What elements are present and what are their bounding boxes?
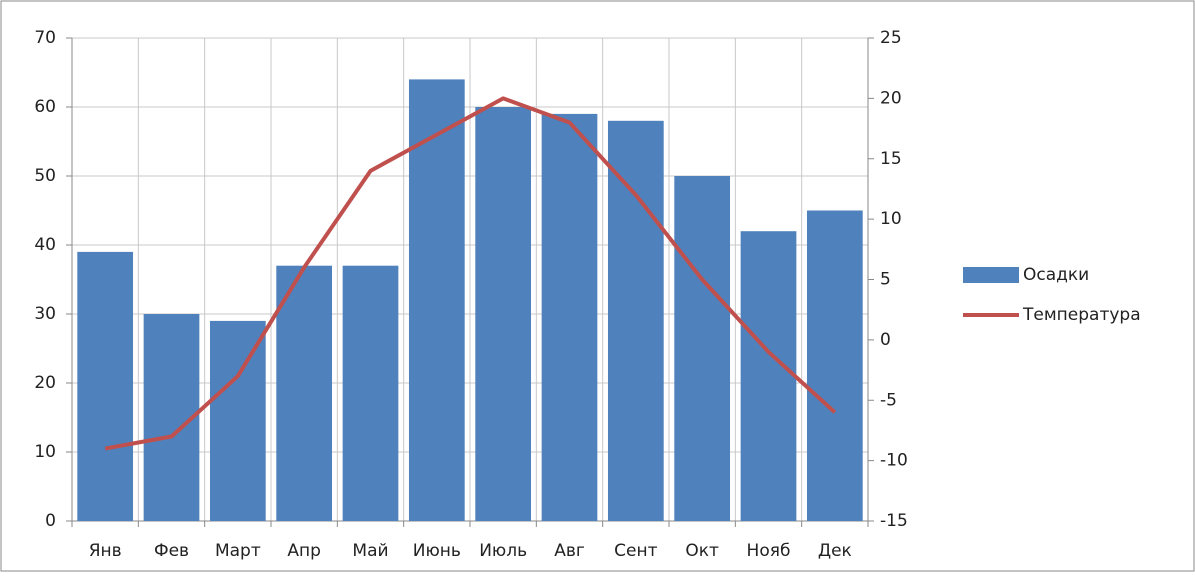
bar (408, 79, 465, 522)
y2-tick-label: -5 (880, 390, 897, 410)
x-tick-label: Июль (479, 541, 527, 561)
y-tick-label: 70 (34, 28, 56, 48)
x-tick-label: Сент (614, 541, 657, 561)
line (104, 96, 837, 451)
legend-label: Осадки (1023, 265, 1089, 285)
x-tick-label: Окт (685, 541, 719, 561)
y2-tick-label: 20 (880, 88, 902, 108)
bar (740, 231, 797, 521)
bar (541, 113, 598, 522)
x-tick-label: Апр (287, 541, 321, 561)
bar (607, 120, 664, 522)
bar (806, 210, 863, 521)
x-tick-label: Март (215, 541, 261, 561)
x-tick-label: Май (352, 541, 388, 561)
legend-swatch (963, 267, 1019, 283)
x-tick-label: Июнь (413, 541, 461, 561)
bar (475, 107, 532, 521)
bar (209, 320, 266, 521)
x-tick-label: Янв (89, 541, 122, 561)
y-tick-label: 60 (34, 97, 56, 117)
y2-tick-label: -10 (880, 451, 908, 471)
y2-tick-label: 10 (880, 209, 902, 229)
y2-tick-label: -15 (880, 511, 908, 531)
x-tick-label: Нояб (747, 541, 791, 561)
bar (342, 265, 399, 521)
y-tick-label: 20 (34, 373, 56, 393)
y-tick-label: 10 (34, 442, 56, 462)
y-tick-label: 30 (34, 304, 56, 324)
x-tick-label: Фев (154, 541, 189, 561)
legend-label: Температура (1022, 305, 1141, 325)
y-tick-label: 0 (45, 511, 56, 531)
x-tick-label: Авг (554, 541, 585, 561)
y-tick-label: 50 (34, 166, 56, 186)
bar (276, 265, 333, 521)
x-tick-label: Дек (818, 541, 852, 561)
y2-tick-label: 5 (880, 270, 891, 290)
bar (674, 176, 731, 521)
y2-tick-label: 25 (880, 28, 902, 48)
y2-tick-label: 0 (880, 330, 891, 350)
y-tick-label: 40 (34, 235, 56, 255)
bar (77, 251, 134, 521)
y2-tick-label: 15 (880, 149, 902, 169)
